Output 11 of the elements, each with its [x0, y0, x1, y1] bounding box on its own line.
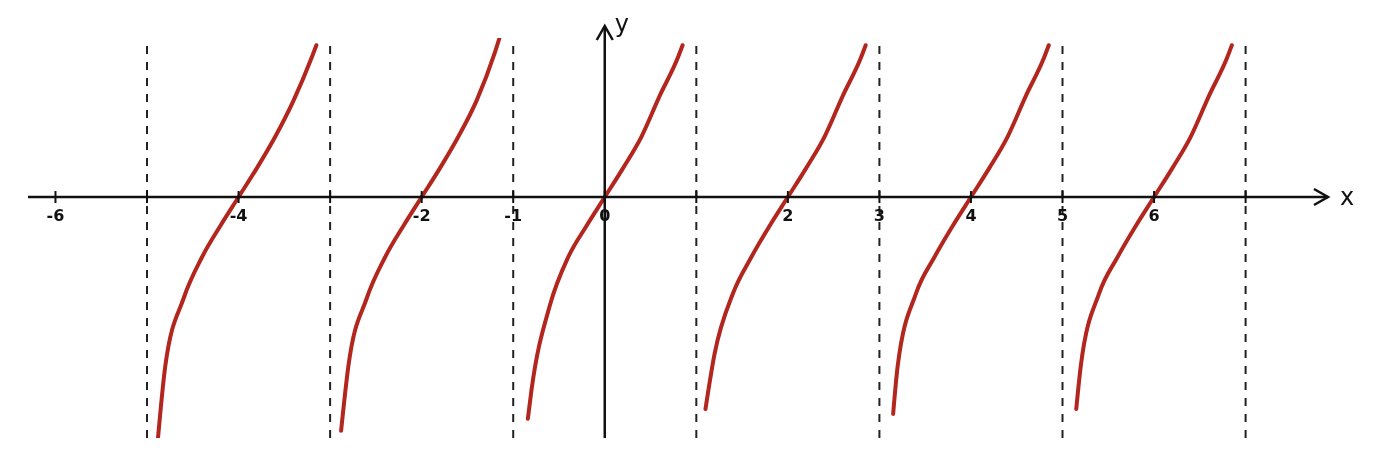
- x-tick-label: 4: [965, 206, 977, 226]
- x-tick-label: -1: [504, 206, 523, 226]
- y-axis-title: y: [614, 10, 629, 38]
- x-tick-label: -4: [229, 206, 248, 226]
- x-tick-label: -2: [412, 206, 431, 226]
- x-tick-label: 3: [873, 206, 885, 226]
- x-tick-label: 2: [782, 206, 794, 226]
- x-tick-label: 5: [1056, 206, 1069, 226]
- x-tick-label: -6: [46, 206, 65, 226]
- x-axis-title: x: [1340, 183, 1355, 212]
- x-tick-label: 6: [1148, 206, 1160, 226]
